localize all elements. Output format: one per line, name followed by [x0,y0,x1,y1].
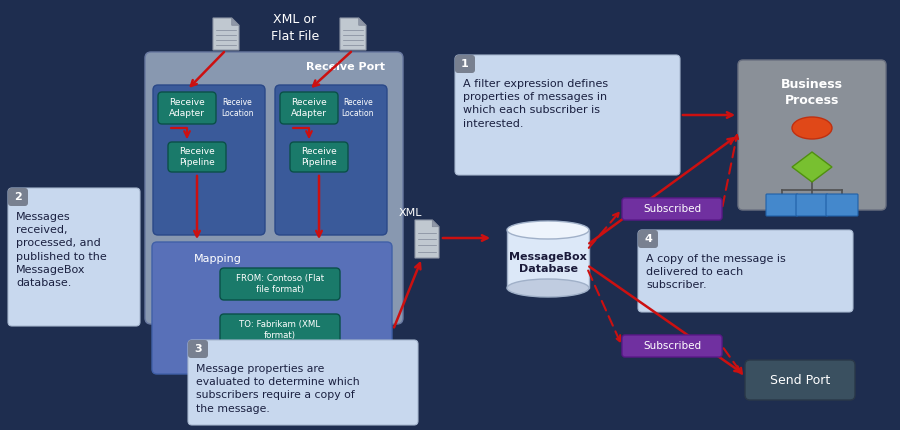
FancyBboxPatch shape [507,230,589,288]
Text: TO: Fabrikam (XML
format): TO: Fabrikam (XML format) [239,320,320,340]
Polygon shape [231,18,239,25]
Text: Send Port: Send Port [770,374,830,387]
Text: Receive
Location: Receive Location [220,98,253,118]
Text: XML or
Flat File: XML or Flat File [271,13,320,43]
FancyBboxPatch shape [152,242,392,374]
FancyBboxPatch shape [766,194,798,216]
Text: 4: 4 [644,234,652,244]
Text: Receive
Adapter: Receive Adapter [169,98,205,118]
FancyBboxPatch shape [8,188,28,206]
Text: Message properties are
evaluated to determine which
subscribers require a copy o: Message properties are evaluated to dete… [196,364,360,414]
FancyBboxPatch shape [738,60,886,210]
FancyBboxPatch shape [455,55,475,73]
Polygon shape [213,18,239,50]
Text: 2: 2 [14,192,22,202]
FancyBboxPatch shape [145,52,403,324]
FancyBboxPatch shape [275,85,387,235]
Text: 1: 1 [461,59,469,69]
Polygon shape [359,18,366,25]
FancyBboxPatch shape [280,92,338,124]
FancyBboxPatch shape [220,314,340,346]
FancyBboxPatch shape [622,335,722,357]
FancyBboxPatch shape [638,230,853,312]
Text: A copy of the message is
delivered to each
subscriber.: A copy of the message is delivered to ea… [646,254,786,290]
Polygon shape [415,220,439,258]
Text: Receive Port: Receive Port [305,62,384,72]
FancyBboxPatch shape [826,194,858,216]
Polygon shape [792,152,832,182]
Text: Subscribed: Subscribed [643,341,701,351]
FancyBboxPatch shape [168,142,226,172]
FancyBboxPatch shape [158,92,216,124]
Text: FROM: Contoso (Flat
file format): FROM: Contoso (Flat file format) [236,274,324,294]
FancyBboxPatch shape [638,230,658,248]
FancyBboxPatch shape [796,194,828,216]
FancyBboxPatch shape [220,268,340,300]
Text: 3: 3 [194,344,202,354]
FancyBboxPatch shape [188,340,208,358]
Text: Messages
received,
processed, and
published to the
MessageBox
database.: Messages received, processed, and publis… [16,212,107,288]
FancyBboxPatch shape [188,340,418,425]
Polygon shape [432,220,439,227]
FancyBboxPatch shape [622,198,722,220]
Text: Mapping: Mapping [194,254,242,264]
Text: Subscribed: Subscribed [643,204,701,214]
Text: Business
Process: Business Process [781,78,843,108]
Text: Receive
Adapter: Receive Adapter [291,98,327,118]
Ellipse shape [507,221,589,239]
FancyBboxPatch shape [8,188,140,326]
Text: A filter expression defines
properties of messages in
which each subscriber is
i: A filter expression defines properties o… [463,79,608,129]
Text: Receive
Pipeline: Receive Pipeline [302,147,337,167]
FancyBboxPatch shape [290,142,348,172]
Ellipse shape [507,279,589,297]
Text: Receive
Location: Receive Location [342,98,374,118]
FancyBboxPatch shape [745,360,855,400]
FancyBboxPatch shape [153,85,265,235]
FancyBboxPatch shape [455,55,680,175]
Text: Receive
Pipeline: Receive Pipeline [179,147,215,167]
Polygon shape [340,18,366,50]
Text: MessageBox
Database: MessageBox Database [509,252,587,274]
Ellipse shape [792,117,832,139]
Text: XML: XML [398,208,422,218]
